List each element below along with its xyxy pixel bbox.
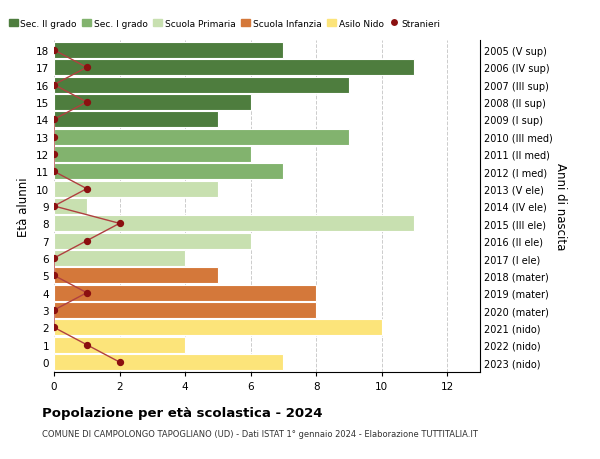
Bar <box>54 181 218 197</box>
Point <box>49 272 59 280</box>
Bar <box>54 251 185 266</box>
Bar <box>54 129 349 146</box>
Bar <box>54 354 283 370</box>
Point <box>49 324 59 331</box>
Bar <box>54 216 415 232</box>
Y-axis label: Età alunni: Età alunni <box>17 177 31 236</box>
Bar <box>54 199 87 214</box>
Bar <box>54 78 349 93</box>
Point <box>49 307 59 314</box>
Bar <box>54 95 251 111</box>
Bar <box>54 147 251 162</box>
Point <box>49 151 59 158</box>
Y-axis label: Anni di nascita: Anni di nascita <box>554 163 567 250</box>
Point <box>82 64 92 72</box>
Bar <box>54 164 283 180</box>
Point <box>82 237 92 245</box>
Point <box>82 341 92 349</box>
Point <box>115 358 124 366</box>
Bar <box>54 285 316 301</box>
Text: Popolazione per età scolastica - 2024: Popolazione per età scolastica - 2024 <box>42 406 323 419</box>
Point <box>49 82 59 89</box>
Bar <box>54 233 251 249</box>
Bar <box>54 268 218 284</box>
Point <box>49 203 59 210</box>
Point <box>115 220 124 228</box>
Point <box>49 47 59 55</box>
Bar <box>54 320 382 336</box>
Point <box>49 134 59 141</box>
Point <box>49 168 59 176</box>
Legend: Sec. II grado, Sec. I grado, Scuola Primaria, Scuola Infanzia, Asilo Nido, Stran: Sec. II grado, Sec. I grado, Scuola Prim… <box>5 16 443 32</box>
Point <box>49 117 59 124</box>
Point <box>82 185 92 193</box>
Bar <box>54 60 415 76</box>
Text: COMUNE DI CAMPOLONGO TAPOGLIANO (UD) - Dati ISTAT 1° gennaio 2024 - Elaborazione: COMUNE DI CAMPOLONGO TAPOGLIANO (UD) - D… <box>42 429 478 438</box>
Point <box>82 289 92 297</box>
Bar <box>54 112 218 128</box>
Bar <box>54 302 316 319</box>
Point <box>82 99 92 106</box>
Bar <box>54 43 283 59</box>
Point <box>49 255 59 262</box>
Bar <box>54 337 185 353</box>
